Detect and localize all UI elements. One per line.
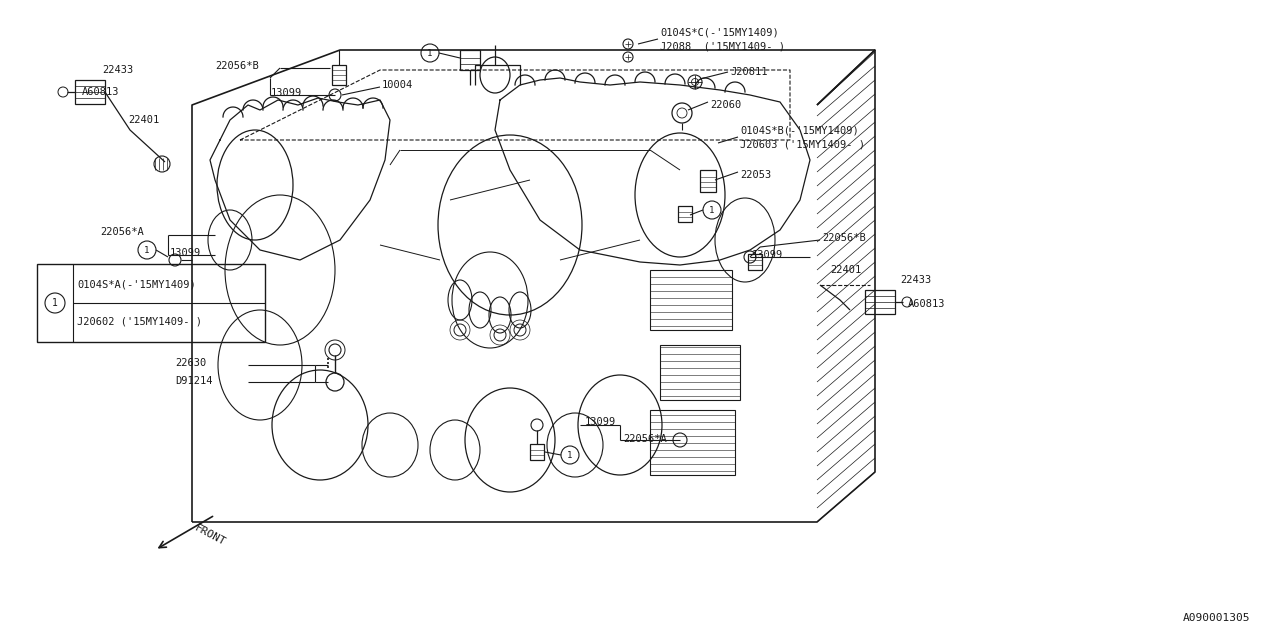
Text: 1: 1 [52,298,58,308]
Text: FRONT: FRONT [193,523,228,547]
Bar [865,290,895,314]
Text: 13099: 13099 [170,248,201,258]
Text: 22433: 22433 [102,65,133,75]
Text: 13099: 13099 [271,88,302,98]
Text: J20603 ('15MY1409- ): J20603 ('15MY1409- ) [740,139,865,149]
Text: D91214: D91214 [175,376,212,386]
Text: 22433: 22433 [900,275,932,285]
Text: 22056*A: 22056*A [100,227,143,237]
Bar [650,270,732,330]
Text: A60813: A60813 [908,299,946,309]
Text: 1: 1 [709,205,714,214]
Text: J20602 ('15MY1409- ): J20602 ('15MY1409- ) [77,317,202,327]
Text: A60813: A60813 [82,87,119,97]
Text: 0104S*A(-'15MY1409): 0104S*A(-'15MY1409) [77,279,196,289]
Text: 1: 1 [145,246,150,255]
Text: 1: 1 [428,49,433,58]
Text: 22056*B: 22056*B [215,61,259,71]
Text: 10004: 10004 [381,80,413,90]
Text: 22056*B: 22056*B [822,233,865,243]
Text: 22630: 22630 [175,358,206,368]
Text: 22401: 22401 [128,115,159,125]
Bar [460,50,480,70]
Bar [332,65,346,85]
Text: 13099: 13099 [585,417,616,427]
Text: 0104S*C(-'15MY1409): 0104S*C(-'15MY1409) [660,27,778,37]
Text: J2088  ('15MY1409- ): J2088 ('15MY1409- ) [660,41,785,51]
Text: J20811: J20811 [730,67,768,77]
Text: 22053: 22053 [740,170,772,180]
Bar [660,345,740,400]
Bar [76,80,105,104]
Text: 1: 1 [567,451,572,460]
Text: 22401: 22401 [829,265,861,275]
Text: 0104S*B(-'15MY1409): 0104S*B(-'15MY1409) [740,125,859,135]
Bar [37,264,265,342]
Bar [678,206,692,222]
Text: 22060: 22060 [710,100,741,110]
Text: 22056*A: 22056*A [623,434,667,444]
Bar [700,170,716,192]
Bar [650,410,735,475]
Bar [748,254,762,270]
Text: A090001305: A090001305 [1183,613,1251,623]
Text: 13099: 13099 [753,250,783,260]
Bar [530,444,544,460]
